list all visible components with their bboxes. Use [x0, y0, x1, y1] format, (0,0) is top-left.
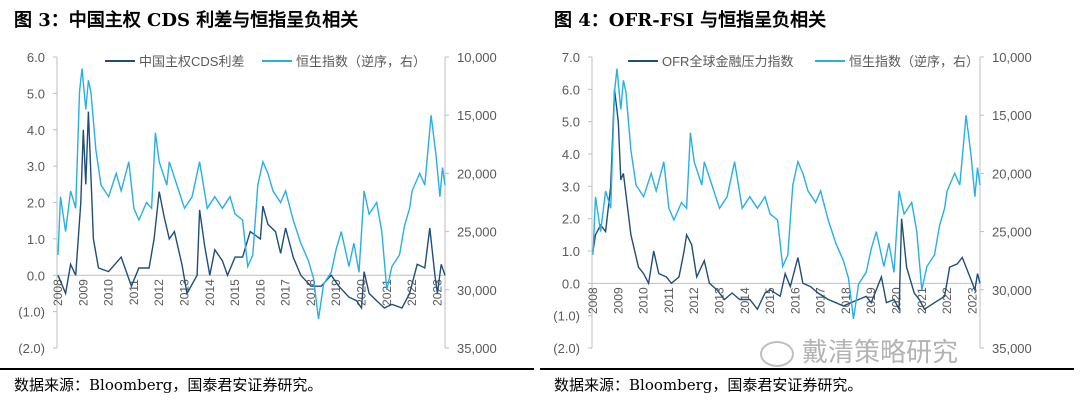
y2-tick-label: 10,000: [992, 50, 1032, 65]
x-tick-label: 2018: [839, 287, 853, 314]
x-tick-label: 2017: [279, 279, 293, 306]
y2-tick-label: 15,000: [992, 108, 1032, 123]
y-tick-label: 0.0: [27, 268, 45, 283]
y-tick-label: 6.0: [562, 82, 580, 97]
x-tick-label: 2010: [102, 279, 116, 306]
y-tick-label: 4.0: [562, 147, 580, 162]
legend-label: 恒生指数（逆序，右）: [849, 54, 979, 69]
y-tick-label: (1.0): [553, 309, 580, 324]
legend-label: OFR全球金融压力指数: [662, 54, 793, 69]
y2-tick-label: 25,000: [457, 225, 497, 240]
x-tick-label: 2015: [763, 287, 777, 314]
x-tick-label: 2009: [76, 279, 90, 306]
x-tick-label: 2009: [611, 287, 625, 314]
y2-tick-label: 20,000: [992, 166, 1032, 181]
x-tick-label: 2014: [738, 287, 752, 314]
x-tick-label: 2008: [51, 279, 65, 306]
x-tick-label: 2015: [228, 279, 242, 306]
x-tick-label: 2014: [203, 279, 217, 306]
y2-tick-label: 30,000: [457, 283, 497, 298]
chart-panel-3: 图 3：中国主权 CDS 利差与恒指呈负相关 6.0 5.0 4.0 3.0 2.0 1.…: [0, 10, 534, 394]
chart-title: 图 4：OFR-FSI 与恒指呈负相关: [554, 10, 827, 31]
chart-4-svg: 7.0 6.0 5.0 4.0 3.0 2.0 1.0 0.0 (1.0) (2.0) 10,000…: [553, 50, 1032, 356]
y-tick-label: 2.0: [562, 212, 580, 227]
y-tick-label: 6.0: [27, 50, 45, 65]
y2-tick-label: 25,000: [992, 225, 1032, 240]
x-tick-label: 2023: [965, 287, 979, 314]
x-tick-label: 2012: [152, 279, 166, 306]
y2-tick-label: 10,000: [457, 50, 497, 65]
x-tick-label: 2021: [380, 279, 394, 306]
series-line-left: [57, 111, 446, 311]
x-tick-label: 2016: [253, 279, 267, 306]
watermark-text: 戴清策略研究: [802, 337, 959, 367]
series-line-hsi: [57, 68, 446, 320]
y-tick-label: 3.0: [27, 159, 45, 174]
y-tick-label: 4.0: [27, 123, 45, 138]
y-tick-label: (1.0): [18, 305, 45, 320]
source-note: 数据来源：Bloomberg，国泰君安证券研究。: [14, 376, 323, 394]
y-tick-label: (2.0): [18, 341, 45, 356]
x-tick-label: 2020: [355, 279, 369, 306]
y2-tick-label: 20,000: [457, 166, 497, 181]
y-tick-label: 5.0: [562, 115, 580, 130]
y2-tick-label: 35,000: [457, 341, 497, 356]
x-tick-label: 2021: [915, 287, 929, 314]
y-tick-label: 1.0: [562, 244, 580, 259]
x-tick-label: 2011: [127, 279, 141, 305]
y-tick-label: 3.0: [562, 179, 580, 194]
x-tick-label: 2013: [177, 279, 191, 306]
x-tick-label: 2022: [940, 287, 954, 314]
source-note: 数据来源：Bloomberg，国泰君安证券研究。: [554, 376, 863, 394]
y-tick-label: 0.0: [562, 276, 580, 291]
y2-tick-label: 15,000: [457, 108, 497, 123]
chart-panel-4: 图 4：OFR-FSI 与恒指呈负相关 7.0 6.0 5.0 4.0 3.0 2.0 1.…: [540, 0, 1080, 406]
x-tick-label: 2016: [788, 287, 802, 314]
y-tick-label: 1.0: [27, 232, 45, 247]
y-tick-label: 7.0: [562, 50, 580, 65]
y-tick-label: 5.0: [27, 86, 45, 101]
legend-label: 中国主权CDS利差: [139, 54, 244, 69]
x-tick-label: 2008: [586, 287, 600, 314]
series-line-left: [592, 89, 981, 312]
chart-title: 图 3：中国主权 CDS 利差与恒指呈负相关: [14, 10, 359, 31]
y-tick-label: (2.0): [553, 341, 580, 356]
x-tick-label: 2011: [662, 287, 676, 313]
series-line-hsi: [592, 68, 981, 320]
x-tick-label: 2013: [712, 287, 726, 314]
x-tick-label: 2022: [405, 279, 419, 306]
wechat-icon: [760, 341, 794, 368]
y-tick-label: 2.0: [27, 196, 45, 211]
x-tick-label: 2012: [687, 287, 701, 314]
divider: [0, 368, 534, 370]
legend-label: 恒生指数（逆序，右）: [296, 54, 426, 69]
divider: [540, 368, 1074, 370]
x-tick-label: 2019: [329, 279, 343, 306]
y2-tick-label: 35,000: [992, 341, 1032, 356]
watermark: 戴清策略研究: [760, 332, 958, 369]
x-tick-label: 2010: [637, 287, 651, 314]
y2-tick-label: 30,000: [992, 283, 1032, 298]
x-tick-label: 2017: [814, 287, 828, 314]
chart-3-svg: 6.0 5.0 4.0 3.0 2.0 1.0 0.0 (1.0) (2.0) 10,000 15,…: [18, 50, 497, 356]
